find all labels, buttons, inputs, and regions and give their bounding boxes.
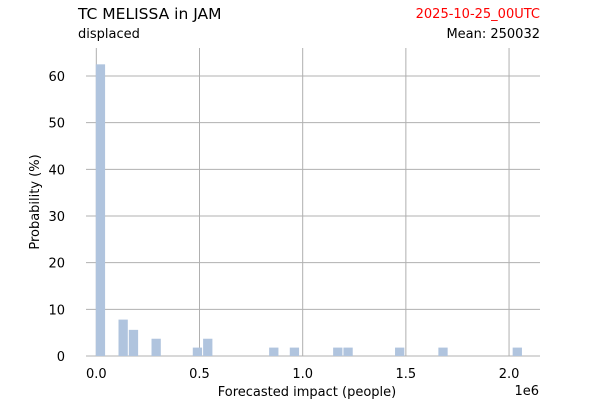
- y-axis-label: Probability (%): [28, 154, 43, 249]
- histogram-bar: [128, 329, 139, 356]
- x-scale-label: 1e6: [514, 384, 539, 399]
- x-tick-label: 0.5: [189, 367, 210, 382]
- histogram-bar: [438, 347, 448, 356]
- y-tick-label: 20: [48, 257, 65, 272]
- histogram-bar: [333, 347, 343, 356]
- histogram-bar: [343, 347, 353, 356]
- histogram-bar: [118, 319, 128, 356]
- y-tick-label: 10: [48, 303, 65, 318]
- histogram-bar: [269, 347, 279, 356]
- y-tick-label: 40: [48, 163, 65, 178]
- y-tick-label: 0: [57, 350, 65, 365]
- x-tick-label: 1.0: [292, 367, 313, 382]
- x-axis-label: Forecasted impact (people): [218, 385, 396, 400]
- tick-labels: 0 10 20 30 40 50 60 0.0 0.5 1.0 1.5 2.0: [48, 70, 519, 382]
- histogram-bar: [151, 338, 161, 356]
- histogram-bar: [289, 347, 300, 356]
- histogram-bar: [395, 347, 405, 356]
- chart-subtitle: displaced: [78, 27, 140, 42]
- histogram-bar: [203, 338, 213, 356]
- y-tick-label: 50: [48, 117, 65, 132]
- y-tick-label: 30: [48, 210, 65, 225]
- grid-lines: [86, 48, 540, 357]
- x-tick-label: 2.0: [499, 367, 520, 382]
- mean-value: Mean: 250032: [446, 27, 540, 42]
- chart-title: TC MELISSA in JAM: [78, 5, 222, 23]
- bars: [95, 64, 522, 356]
- x-tick-label: 1.5: [396, 367, 417, 382]
- x-tick-label: 0.0: [86, 367, 107, 382]
- forecast-date: 2025-10-25_00UTC: [415, 7, 540, 22]
- histogram-bar: [95, 64, 106, 356]
- histogram-bar: [192, 347, 203, 356]
- y-tick-label: 60: [48, 70, 65, 85]
- histogram-bar: [512, 347, 522, 356]
